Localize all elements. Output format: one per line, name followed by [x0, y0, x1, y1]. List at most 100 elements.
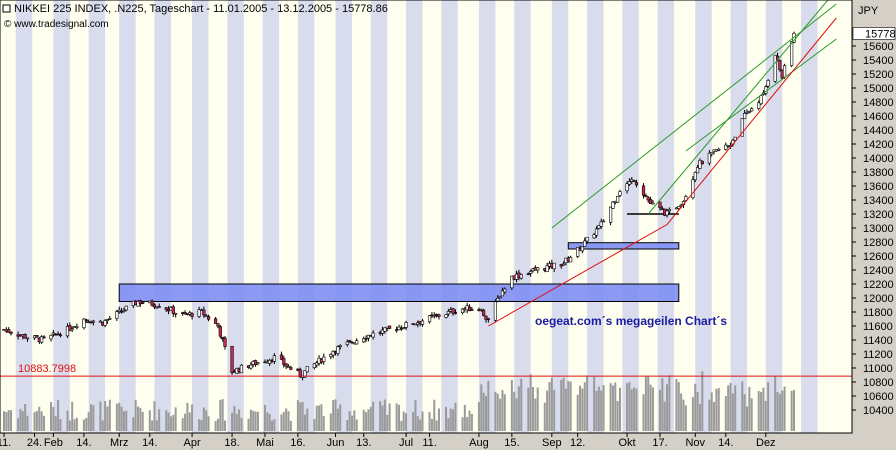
- volume-bar: [139, 407, 142, 431]
- volume-bar: [151, 420, 154, 431]
- volume-bar: [503, 394, 506, 431]
- candle-body: [174, 312, 178, 315]
- red-trendline: [488, 17, 837, 327]
- y-tick-label: 13000: [863, 223, 894, 235]
- candle-body: [658, 201, 662, 209]
- volume-bar: [141, 411, 144, 431]
- volume-bar: [42, 415, 45, 431]
- volume-bar: [221, 399, 224, 431]
- volume-bar: [120, 406, 123, 431]
- reference-line-label: 10883.7998: [18, 363, 76, 375]
- volume-bar: [350, 415, 353, 431]
- volume-bar: [216, 418, 219, 431]
- volume-bar: [17, 418, 20, 431]
- candle-body: [98, 320, 102, 323]
- candle-body: [23, 334, 27, 339]
- volume-bar: [202, 407, 205, 431]
- volume-bar: [560, 379, 563, 431]
- volume-bar: [644, 376, 647, 431]
- volume-bar: [205, 410, 208, 431]
- volume-bar: [684, 405, 687, 431]
- y-tick-label: 15400: [863, 55, 894, 67]
- y-tick-label: 14800: [863, 97, 894, 109]
- candle-body: [482, 309, 486, 316]
- candle-body: [665, 210, 669, 216]
- volume-bar: [395, 403, 398, 431]
- volume-bar: [155, 420, 158, 431]
- week-stripe: [119, 0, 136, 433]
- candle-body: [503, 288, 507, 293]
- volume-bar: [635, 388, 638, 431]
- candle-body: [470, 309, 474, 311]
- week-stripe: [370, 0, 388, 433]
- chart-title: NIKKEI 225 INDEX, .N225, Tageschart - 11…: [14, 3, 388, 15]
- candle-body: [84, 319, 88, 322]
- candle-body: [519, 274, 523, 279]
- candle-body: [641, 185, 646, 196]
- volume-bar: [346, 420, 349, 431]
- x-tick-label: Nov: [685, 437, 705, 449]
- volume-bar: [520, 378, 523, 431]
- volume-bar: [484, 396, 487, 431]
- candle-body: [272, 355, 276, 362]
- week-stripe: [657, 0, 675, 433]
- volume-bar: [200, 419, 203, 431]
- candle-body: [75, 326, 79, 328]
- volume-bar: [383, 399, 386, 431]
- volume-bar: [513, 391, 516, 431]
- candle-body: [510, 275, 514, 289]
- volume-bar: [268, 413, 271, 431]
- volume-bar: [52, 406, 55, 431]
- candle-body: [117, 309, 121, 312]
- candle-body: [183, 312, 187, 315]
- volume-bar: [73, 419, 76, 431]
- volume-bar: [776, 392, 779, 431]
- volume-bar: [414, 400, 417, 431]
- volume-bar: [546, 390, 549, 431]
- volume-bar: [5, 411, 8, 431]
- volume-bar: [289, 420, 292, 431]
- volume-bar: [649, 384, 652, 431]
- candle-body: [493, 301, 497, 321]
- volume-bar: [757, 391, 760, 431]
- y-tick-label: 15600: [863, 41, 894, 53]
- volume-bar: [386, 414, 389, 431]
- volume-bar: [616, 401, 619, 431]
- candle-body: [122, 310, 126, 312]
- volume-bar: [595, 390, 598, 431]
- candle-body: [223, 337, 227, 347]
- candle-body: [696, 167, 700, 174]
- x-tick-label: 14.: [76, 437, 91, 449]
- candle-body: [486, 318, 490, 321]
- x-tick-label: Jul: [399, 437, 413, 449]
- volume-bar: [174, 407, 177, 431]
- week-stripe: [406, 0, 423, 433]
- volume-bar: [445, 406, 448, 431]
- candle-body: [42, 336, 46, 339]
- candle-body: [364, 338, 368, 340]
- volume-bar: [165, 410, 168, 431]
- y-tick-label: 13200: [863, 209, 894, 221]
- volume-bar: [24, 403, 27, 431]
- candle-body: [500, 290, 505, 297]
- volume-bar: [567, 381, 570, 431]
- candle-body: [322, 356, 326, 362]
- volume-bar: [468, 410, 471, 431]
- volume-bar: [663, 401, 666, 431]
- candle-body: [700, 160, 704, 165]
- volume-bar: [231, 412, 234, 431]
- candle-body: [371, 332, 375, 338]
- volume-bar: [762, 387, 765, 431]
- volume-bar: [600, 390, 603, 431]
- window-menu-icon[interactable]: [2, 4, 11, 13]
- green-trendline: [551, 3, 837, 229]
- candle-body: [420, 320, 425, 325]
- volume-bar: [301, 401, 304, 431]
- volume-bar: [172, 414, 175, 431]
- volume-bar: [536, 387, 539, 431]
- volume-bar: [282, 411, 285, 431]
- candle-body: [214, 318, 218, 324]
- y-tick-label: 14600: [863, 111, 894, 123]
- volume-bar: [515, 398, 518, 431]
- volume-bar: [71, 401, 74, 431]
